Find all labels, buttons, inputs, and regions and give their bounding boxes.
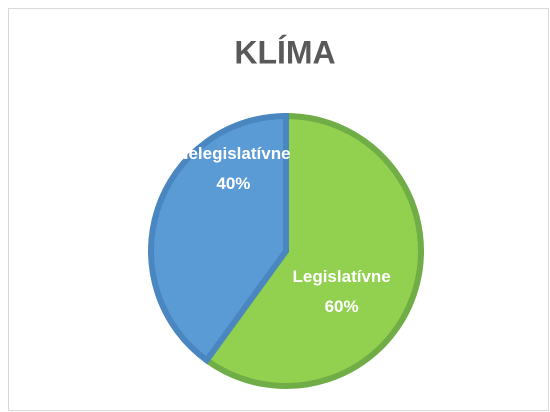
pie-slice [148,112,289,365]
slice-category-label: Legislatívne [292,267,390,286]
pie-slice [202,112,424,389]
slice-category-label: Nelegislatívne [176,144,290,163]
chart-title: KLÍMA [234,34,335,70]
slice-value-label: 60% [325,297,359,316]
slice-value-label: 40% [216,174,250,193]
